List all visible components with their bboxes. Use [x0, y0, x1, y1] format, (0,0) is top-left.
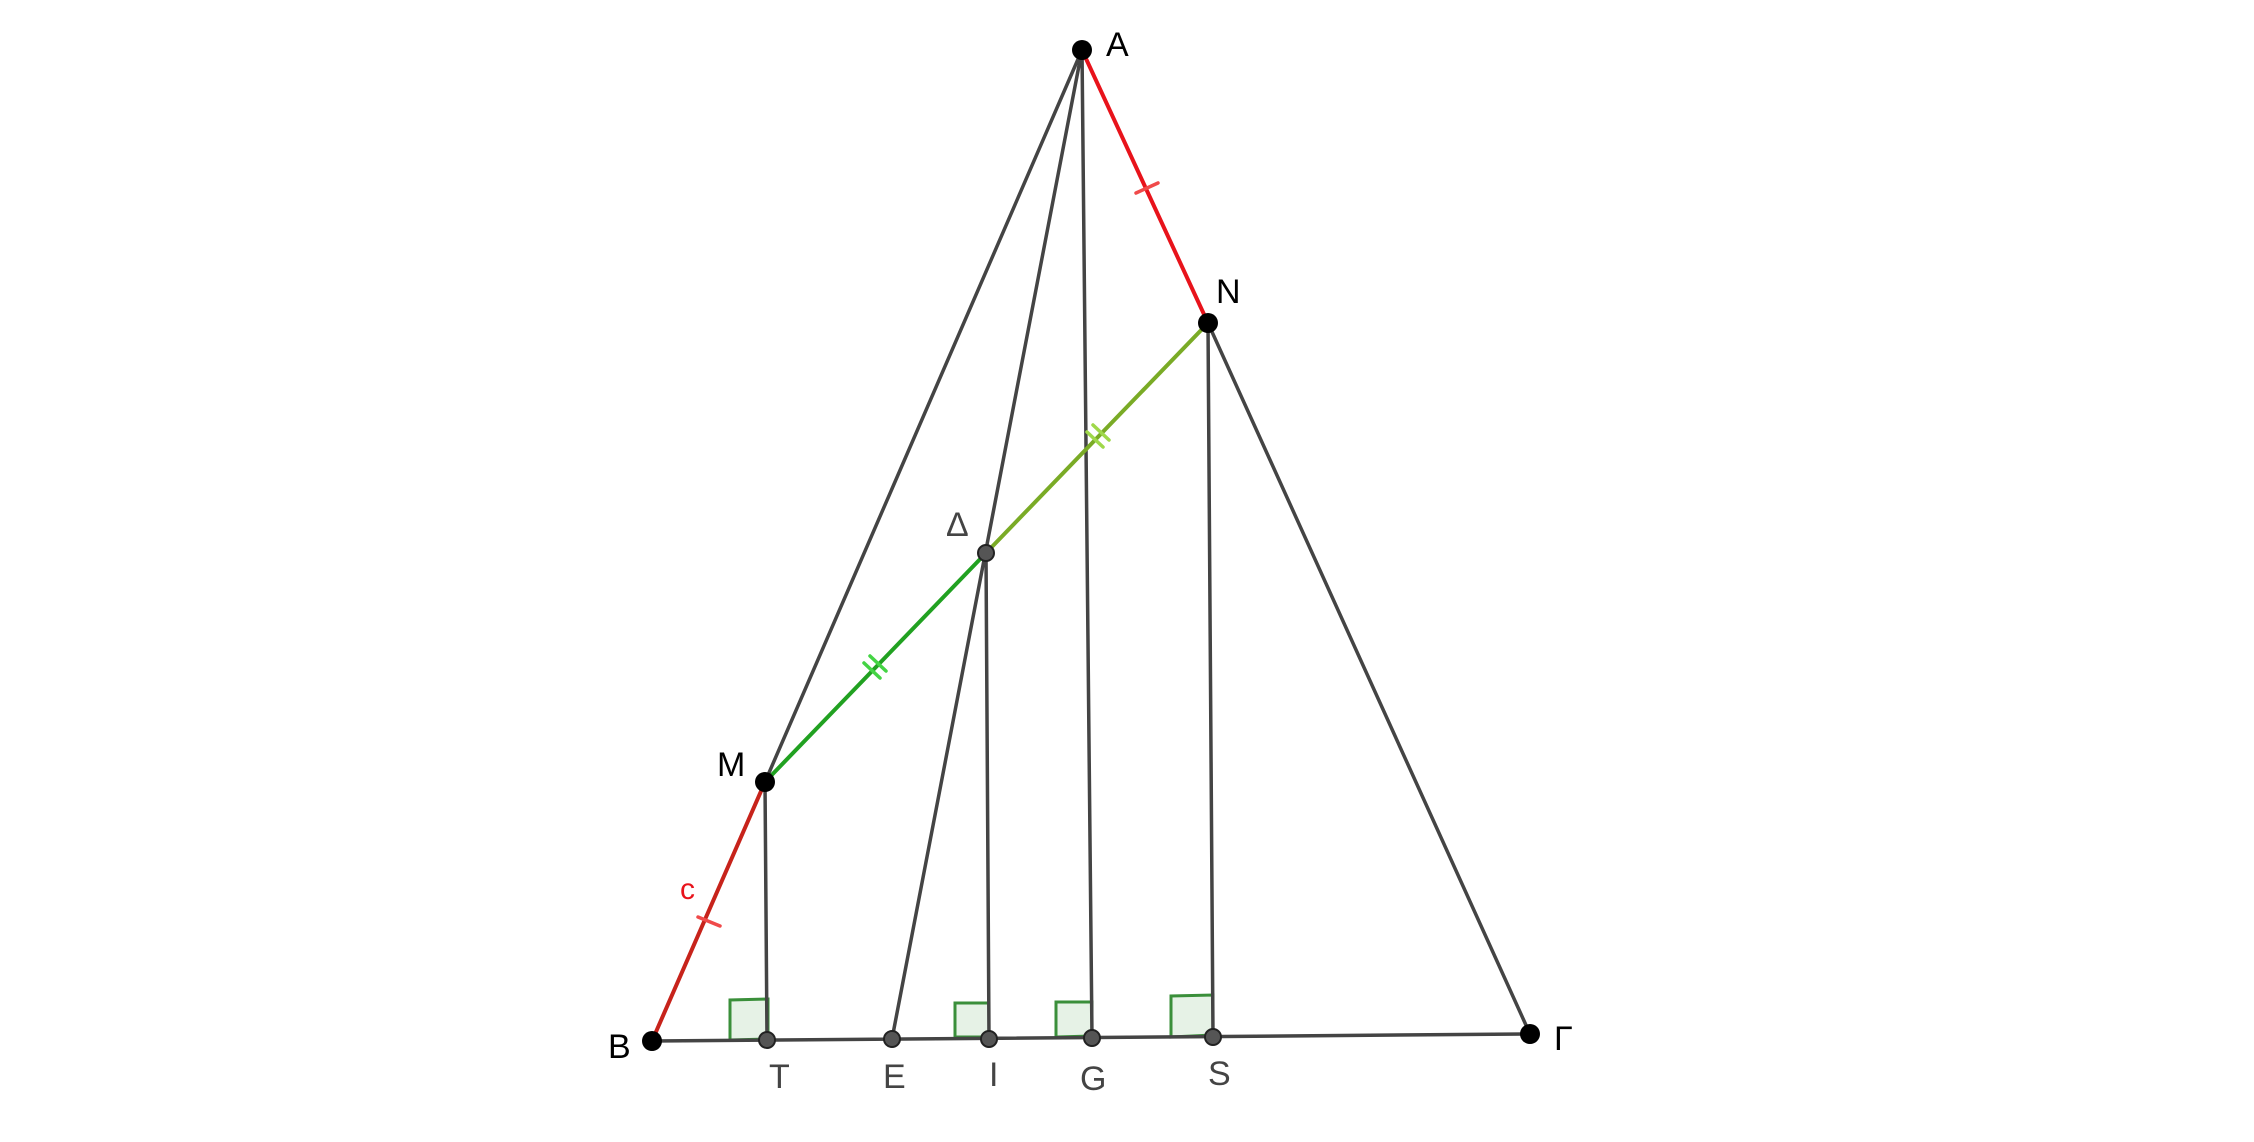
- label-M: M: [717, 746, 745, 784]
- tick-BM: [696, 915, 722, 928]
- right-angle-markers: [728, 993, 1215, 1042]
- point-Gamma[interactable]: [1520, 1024, 1540, 1044]
- point-T[interactable]: [758, 1031, 776, 1049]
- label-Gamma: Γ: [1554, 1020, 1573, 1058]
- segment-MD-green: [763, 551, 988, 784]
- tick-DN-1: [1085, 430, 1105, 449]
- segment-AM: [763, 48, 1084, 784]
- label-E: E: [883, 1058, 906, 1096]
- segment-AN-red: [1080, 48, 1210, 325]
- label-I: I: [989, 1056, 998, 1094]
- label-G: G: [1080, 1060, 1106, 1098]
- point-I[interactable]: [980, 1030, 998, 1048]
- point-M[interactable]: [755, 772, 775, 792]
- point-G[interactable]: [1083, 1029, 1101, 1047]
- labels: A N Δ M B Γ T E I G S c: [608, 26, 1573, 1098]
- grey-lines: [650, 48, 1532, 1043]
- point-N[interactable]: [1198, 313, 1218, 333]
- label-B: B: [608, 1028, 631, 1066]
- label-S: S: [1208, 1055, 1231, 1093]
- label-Delta: Δ: [946, 506, 969, 544]
- point-B[interactable]: [642, 1031, 662, 1051]
- label-A: A: [1106, 26, 1129, 64]
- tick-MD-2: [868, 654, 888, 673]
- segment-DN-olive: [984, 321, 1210, 555]
- point-Delta[interactable]: [977, 544, 995, 562]
- segment-NGamma: [1206, 321, 1532, 1036]
- segment-label-c: c: [680, 873, 695, 906]
- label-T: T: [769, 1058, 790, 1096]
- segment-NS: [1206, 321, 1215, 1039]
- tick-AN: [1134, 181, 1160, 195]
- label-N: N: [1216, 273, 1241, 311]
- segment-DI: [984, 551, 991, 1041]
- tick-DN-2: [1091, 423, 1111, 442]
- point-E[interactable]: [883, 1030, 901, 1048]
- point-S[interactable]: [1204, 1028, 1222, 1046]
- segment-BM-red: [650, 780, 767, 1043]
- segment-AG: [1080, 48, 1094, 1040]
- tick-marks: [696, 181, 1160, 928]
- segment-MT: [763, 780, 769, 1042]
- tick-MD-1: [862, 661, 882, 680]
- points: [642, 40, 1540, 1051]
- colored-segments: [650, 48, 1210, 1043]
- point-A[interactable]: [1072, 40, 1092, 60]
